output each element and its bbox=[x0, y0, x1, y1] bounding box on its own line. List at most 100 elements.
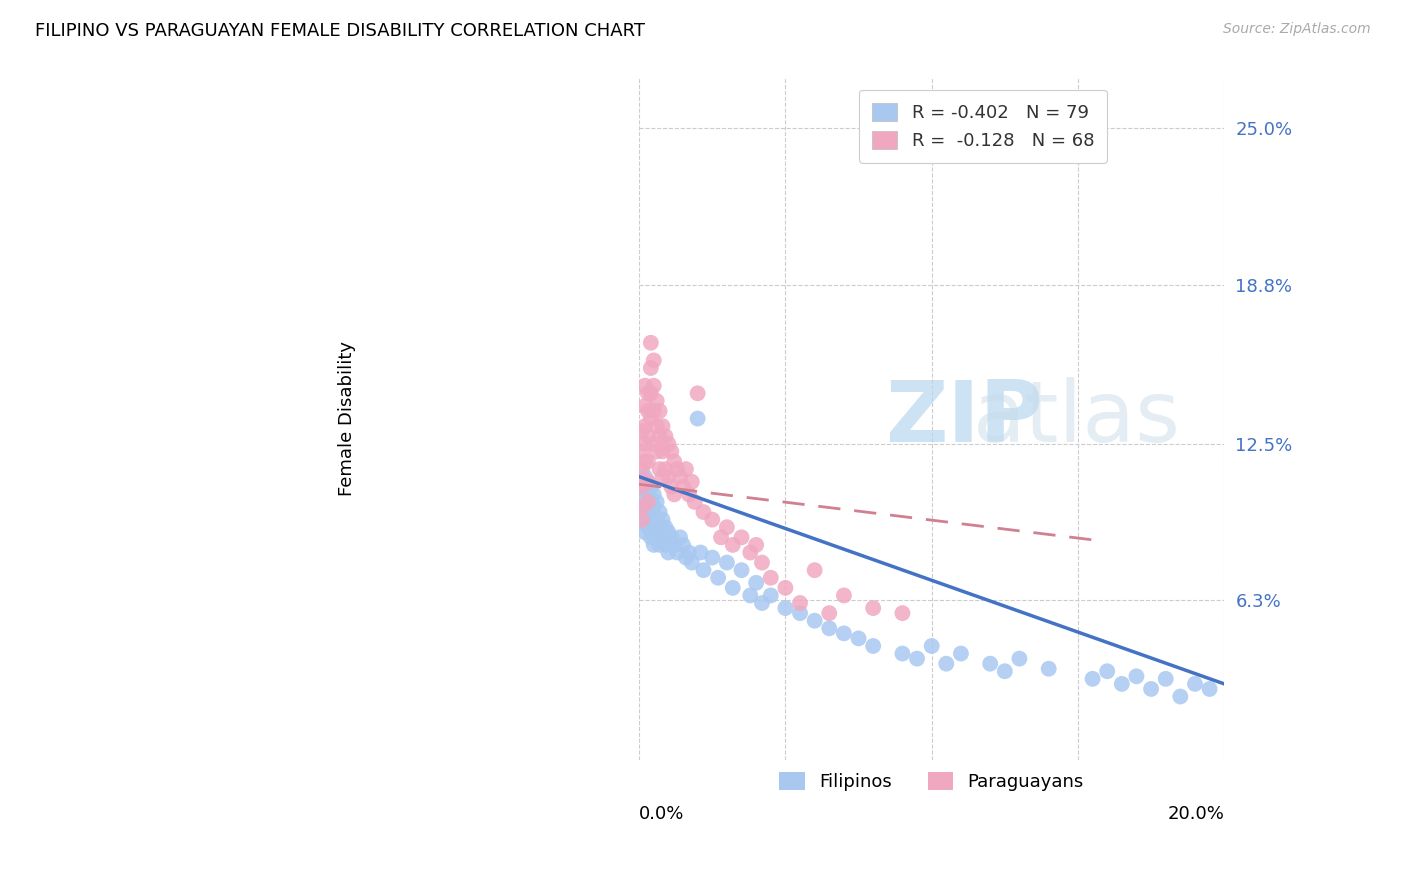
Point bbox=[634, 500, 657, 514]
Point bbox=[675, 462, 697, 476]
Text: FILIPINO VS PARAGUAYAN FEMALE DISABILITY CORRELATION CHART: FILIPINO VS PARAGUAYAN FEMALE DISABILITY… bbox=[35, 22, 645, 40]
Point bbox=[666, 462, 689, 476]
Point bbox=[657, 545, 679, 559]
Point bbox=[683, 495, 706, 509]
Point bbox=[637, 520, 659, 534]
Point bbox=[634, 378, 657, 392]
Point bbox=[745, 575, 768, 590]
Point bbox=[669, 530, 692, 544]
Point bbox=[891, 606, 914, 620]
Point bbox=[862, 639, 884, 653]
Point bbox=[654, 429, 676, 443]
Text: 20.0%: 20.0% bbox=[1167, 805, 1225, 823]
Point bbox=[803, 614, 825, 628]
Point bbox=[818, 621, 841, 635]
Point bbox=[643, 378, 665, 392]
Point bbox=[634, 525, 657, 540]
Point bbox=[634, 513, 657, 527]
Point bbox=[631, 513, 654, 527]
Point bbox=[651, 530, 673, 544]
Point bbox=[631, 424, 654, 438]
Point bbox=[654, 462, 676, 476]
Point bbox=[648, 538, 671, 552]
Point bbox=[672, 480, 695, 494]
Point bbox=[1154, 672, 1177, 686]
Point bbox=[935, 657, 957, 671]
Point bbox=[631, 462, 654, 476]
Point bbox=[664, 454, 686, 468]
Point bbox=[631, 500, 654, 514]
Point bbox=[640, 495, 662, 509]
Point bbox=[740, 545, 762, 559]
Point bbox=[634, 419, 657, 434]
Point bbox=[818, 606, 841, 620]
Point bbox=[634, 480, 657, 494]
Point bbox=[648, 520, 671, 534]
Point bbox=[631, 480, 654, 494]
Point bbox=[905, 651, 928, 665]
Point bbox=[631, 487, 654, 501]
Point bbox=[716, 520, 738, 534]
Point bbox=[721, 538, 744, 552]
Point bbox=[631, 500, 654, 514]
Point bbox=[730, 563, 752, 577]
Point bbox=[643, 538, 665, 552]
Point bbox=[645, 393, 668, 408]
Point bbox=[637, 429, 659, 443]
Point bbox=[1198, 681, 1220, 696]
Point bbox=[657, 525, 679, 540]
Point bbox=[637, 475, 659, 489]
Point bbox=[643, 353, 665, 368]
Point bbox=[645, 419, 668, 434]
Point bbox=[640, 386, 662, 401]
Point bbox=[692, 563, 714, 577]
Point bbox=[645, 495, 668, 509]
Point bbox=[1184, 677, 1206, 691]
Point bbox=[686, 411, 709, 425]
Point bbox=[740, 589, 762, 603]
Point bbox=[689, 545, 711, 559]
Point bbox=[640, 361, 662, 376]
Point bbox=[1008, 651, 1031, 665]
Point bbox=[921, 639, 943, 653]
Point bbox=[702, 550, 724, 565]
Point bbox=[648, 462, 671, 476]
Point bbox=[643, 500, 665, 514]
Point bbox=[686, 386, 709, 401]
Point bbox=[643, 487, 665, 501]
Point bbox=[672, 538, 695, 552]
Point bbox=[1095, 665, 1118, 679]
Point bbox=[640, 335, 662, 350]
Point bbox=[634, 454, 657, 468]
Point bbox=[1168, 690, 1191, 704]
Point bbox=[631, 480, 654, 494]
Legend: Filipinos, Paraguayans: Filipinos, Paraguayans bbox=[772, 764, 1091, 798]
Point bbox=[657, 469, 679, 483]
Point bbox=[775, 581, 797, 595]
Point bbox=[730, 530, 752, 544]
Point bbox=[651, 469, 673, 483]
Point bbox=[1111, 677, 1133, 691]
Point bbox=[681, 475, 703, 489]
Point bbox=[1125, 669, 1147, 683]
Point bbox=[751, 596, 773, 610]
Point bbox=[637, 386, 659, 401]
Point bbox=[681, 556, 703, 570]
Point bbox=[707, 571, 730, 585]
Point bbox=[1038, 662, 1060, 676]
Text: atlas: atlas bbox=[973, 377, 1181, 460]
Point bbox=[637, 454, 659, 468]
Point bbox=[669, 469, 692, 483]
Point bbox=[643, 437, 665, 451]
Point bbox=[659, 480, 682, 494]
Point bbox=[692, 505, 714, 519]
Point bbox=[759, 589, 782, 603]
Point bbox=[654, 538, 676, 552]
Text: Source: ZipAtlas.com: Source: ZipAtlas.com bbox=[1223, 22, 1371, 37]
Point bbox=[637, 505, 659, 519]
Point bbox=[640, 513, 662, 527]
Point bbox=[832, 626, 855, 640]
Point bbox=[640, 480, 662, 494]
Point bbox=[1081, 672, 1104, 686]
Point bbox=[634, 399, 657, 413]
